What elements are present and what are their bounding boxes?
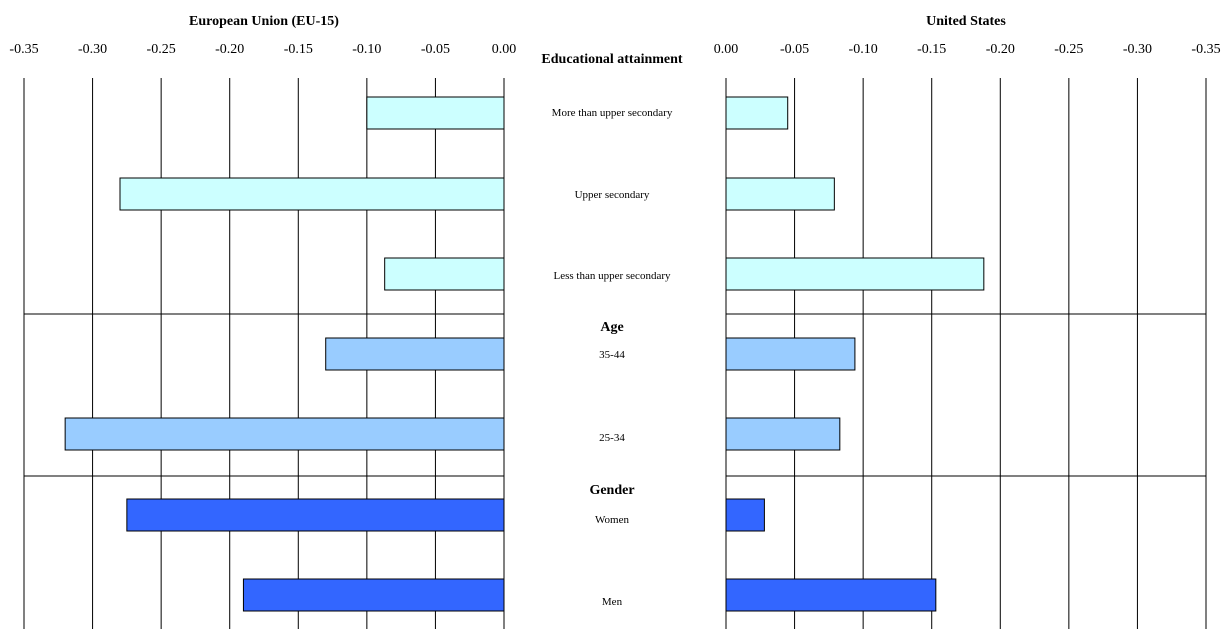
group-label: Educational attainment xyxy=(541,52,683,67)
bar-us xyxy=(725,337,856,371)
category-label: Less than upper secondary xyxy=(554,270,671,282)
tick-label: -0.20 xyxy=(986,42,1015,57)
bar-eu xyxy=(384,257,505,291)
tick-label: -0.35 xyxy=(1191,42,1220,57)
tick-label: -0.10 xyxy=(352,42,381,57)
group-label: Age xyxy=(600,320,623,335)
tick-label: -0.05 xyxy=(780,42,809,57)
category-labels: Educational attainment Age Gender More than… xyxy=(541,52,683,608)
right-panel-title: United States xyxy=(926,14,1006,29)
tick-label: -0.35 xyxy=(9,42,38,57)
tick-label: -0.30 xyxy=(1123,42,1152,57)
tick-label: -0.25 xyxy=(1054,42,1083,57)
group-label: Gender xyxy=(589,483,634,498)
tick-label: 0.00 xyxy=(492,42,517,57)
bar-us xyxy=(725,177,835,211)
bar-us xyxy=(725,417,841,451)
tick-label: -0.25 xyxy=(147,42,176,57)
tick-label: -0.20 xyxy=(215,42,244,57)
category-label: Upper secondary xyxy=(575,189,650,201)
tick-label: -0.05 xyxy=(421,42,450,57)
tick-label: -0.30 xyxy=(78,42,107,57)
bar-eu xyxy=(325,337,505,371)
bar-us xyxy=(725,257,985,291)
tick-label: -0.15 xyxy=(917,42,946,57)
eu-panel: -0.35 -0.30 -0.25 -0.20 -0.15 -0.10 -0.05 0.00 xyxy=(9,42,516,629)
tick-label: 0.00 xyxy=(714,42,739,57)
left-panel-title: European Union (EU-15) xyxy=(189,14,339,29)
bar-us xyxy=(725,578,937,612)
category-label: Men xyxy=(602,596,623,608)
bar-us xyxy=(725,96,789,130)
tick-label: -0.15 xyxy=(284,42,313,57)
category-label: 25-34 xyxy=(599,432,625,444)
bar-eu xyxy=(119,177,505,211)
bar-us xyxy=(725,498,765,532)
bar-eu xyxy=(64,417,505,451)
category-label: More than upper secondary xyxy=(552,107,673,119)
category-label: Women xyxy=(595,514,629,526)
category-label: 35-44 xyxy=(599,349,625,361)
bar-eu xyxy=(126,498,505,532)
bar-eu xyxy=(366,96,505,130)
bar-eu xyxy=(242,578,505,612)
tick-label: -0.10 xyxy=(849,42,878,57)
us-panel: -0.35 -0.30 -0.25 -0.20 -0.15 -0.10 -0.05 0.00 xyxy=(714,42,1221,629)
